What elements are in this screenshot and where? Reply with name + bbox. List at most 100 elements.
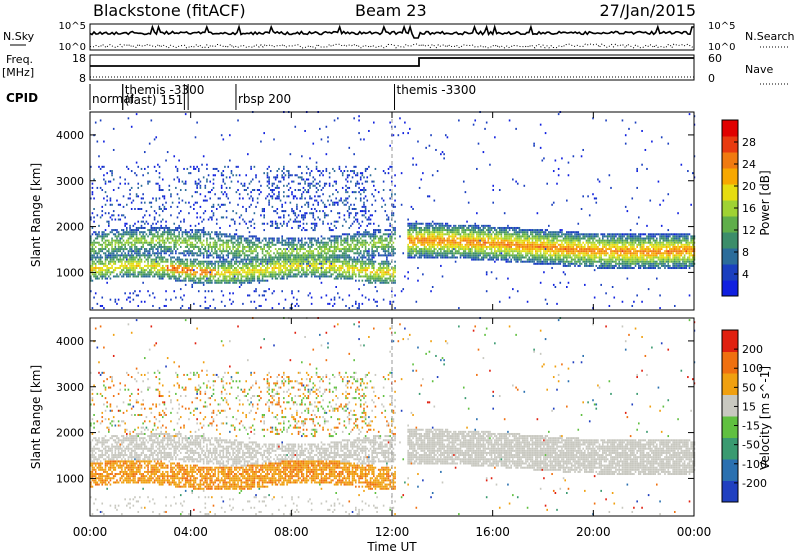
power-cell [301, 178, 303, 181]
power-cell [104, 248, 107, 251]
power-cell [215, 256, 218, 259]
power-cell [96, 241, 99, 244]
power-cell [340, 264, 342, 267]
power-cell [160, 220, 162, 223]
power-cell [310, 273, 313, 276]
power-cell [443, 252, 445, 255]
power-cell [323, 203, 326, 206]
power-cell [384, 245, 387, 248]
power-cell [124, 271, 126, 274]
power-cell [129, 231, 131, 234]
power-cell [204, 184, 207, 187]
power-cell [338, 235, 341, 238]
power-cell [168, 273, 171, 276]
power-cell [358, 254, 360, 257]
power-cell [90, 267, 92, 270]
power-cell [340, 197, 342, 200]
power-cell [256, 243, 259, 246]
power-cell [93, 275, 95, 278]
power-cell [413, 256, 416, 259]
power-cell [103, 235, 105, 238]
power-cell [476, 243, 478, 246]
power-cell [319, 245, 321, 248]
power-cell [348, 275, 351, 278]
power-cell [387, 264, 390, 267]
power-cell [130, 170, 133, 173]
power-cell [142, 243, 144, 246]
power-cell [176, 279, 179, 282]
power-cell [453, 237, 455, 240]
power-cell [305, 275, 308, 278]
power-cell [302, 273, 305, 276]
power-cell [474, 250, 477, 253]
power-cell [299, 256, 301, 259]
power-cell [260, 214, 262, 217]
power-cell [346, 254, 349, 257]
power-cell [261, 273, 264, 276]
power-cell [426, 224, 429, 227]
power-cell [152, 229, 154, 232]
power-cell [392, 250, 395, 253]
power-cell [157, 235, 159, 238]
power-cell [456, 252, 459, 255]
power-cell [184, 264, 187, 267]
power-cell [333, 264, 336, 267]
power-cell [235, 239, 238, 242]
power-cell [328, 302, 331, 305]
power-cell [215, 252, 218, 255]
power-cell [309, 271, 311, 274]
power-cell [456, 226, 459, 229]
power-cell [250, 275, 252, 278]
power-cell [359, 264, 362, 267]
power-cell [382, 298, 385, 301]
power-cell [444, 250, 447, 253]
power-cell [124, 262, 126, 265]
power-cell [381, 239, 383, 242]
power-cell [165, 269, 167, 272]
power-cell [338, 212, 341, 215]
power-cell [482, 248, 485, 251]
power-cell [227, 269, 230, 272]
power-cell [413, 229, 416, 232]
power-cell [387, 277, 390, 280]
power-cell [363, 243, 365, 246]
power-cell [286, 224, 288, 227]
power-cell [438, 235, 441, 238]
power-cell [260, 184, 262, 187]
power-cell [93, 216, 95, 219]
power-cell [189, 250, 192, 253]
power-cell [220, 239, 223, 242]
power-cell [197, 170, 200, 173]
power-cell [207, 281, 210, 284]
power-cell [271, 307, 274, 310]
power-cell [189, 260, 192, 263]
power-cell [382, 271, 385, 274]
power-cell [315, 254, 318, 257]
power-cell [353, 216, 355, 219]
power-cell [353, 220, 355, 223]
power-cell [90, 216, 92, 219]
power-cell [389, 269, 391, 272]
power-cell [309, 248, 311, 251]
power-cell [101, 256, 104, 259]
power-cell [440, 226, 442, 229]
power-cell [327, 222, 329, 225]
power-cell [163, 233, 166, 236]
power-cell [351, 241, 354, 244]
power-cell [135, 193, 138, 196]
power-cell [188, 237, 190, 240]
power-cell [328, 239, 331, 242]
power-cell [350, 258, 352, 261]
power-cell [371, 252, 373, 255]
power-cell [197, 260, 200, 263]
power-cell [292, 180, 295, 183]
power-cell [248, 294, 251, 297]
power-cell [340, 277, 342, 280]
power-cell [265, 269, 267, 272]
power-cell [224, 269, 226, 272]
power-cell [443, 224, 445, 227]
power-cell [301, 273, 303, 276]
power-cell [103, 231, 105, 234]
power-cell [253, 243, 256, 246]
power-cell [258, 239, 261, 242]
